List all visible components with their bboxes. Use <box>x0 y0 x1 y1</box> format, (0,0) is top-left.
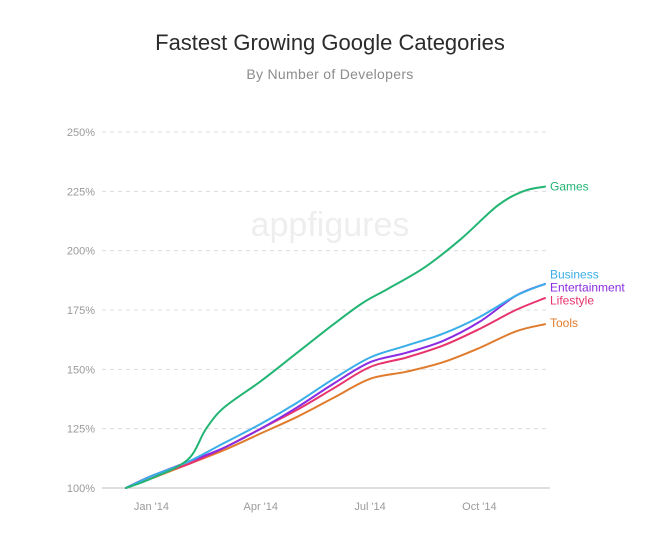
series-label-games: Games <box>550 180 589 194</box>
series-label-tools: Tools <box>550 316 578 330</box>
watermark-logo: appfigures <box>251 206 410 244</box>
series-label-entertainment: Entertainment <box>550 280 625 294</box>
series-line-lifestyle <box>124 297 546 489</box>
series-label-lifestyle: Lifestyle <box>550 294 594 308</box>
chart-subtitle: By Number of Developers <box>246 66 414 82</box>
x-tick-label: Jan '14 <box>134 501 169 513</box>
x-tick-label: Jul '14 <box>354 501 385 513</box>
x-tick-label: Oct '14 <box>462 501 497 513</box>
y-tick-label: 225% <box>67 186 95 198</box>
y-tick-label: 200% <box>67 246 95 258</box>
y-tick-label: 125% <box>67 424 95 436</box>
y-tick-label: 175% <box>67 305 95 317</box>
series-line-games <box>124 185 546 489</box>
series-line-business <box>124 282 546 489</box>
y-axis-ticks: 100% 125% 150% 175% 200% 225% 250% <box>67 127 95 495</box>
y-tick-label: 250% <box>67 127 95 139</box>
x-axis-ticks: Jan '14 Apr '14 Jul '14 Oct '14 <box>134 501 497 513</box>
y-tick-label: 150% <box>67 364 95 376</box>
chart-title: Fastest Growing Google Categories <box>155 30 505 55</box>
gridlines <box>102 131 550 489</box>
y-tick-label: 100% <box>67 483 95 495</box>
series-label-business: Business <box>550 267 599 281</box>
series-lines <box>124 185 546 489</box>
x-tick-label: Apr '14 <box>244 501 279 513</box>
